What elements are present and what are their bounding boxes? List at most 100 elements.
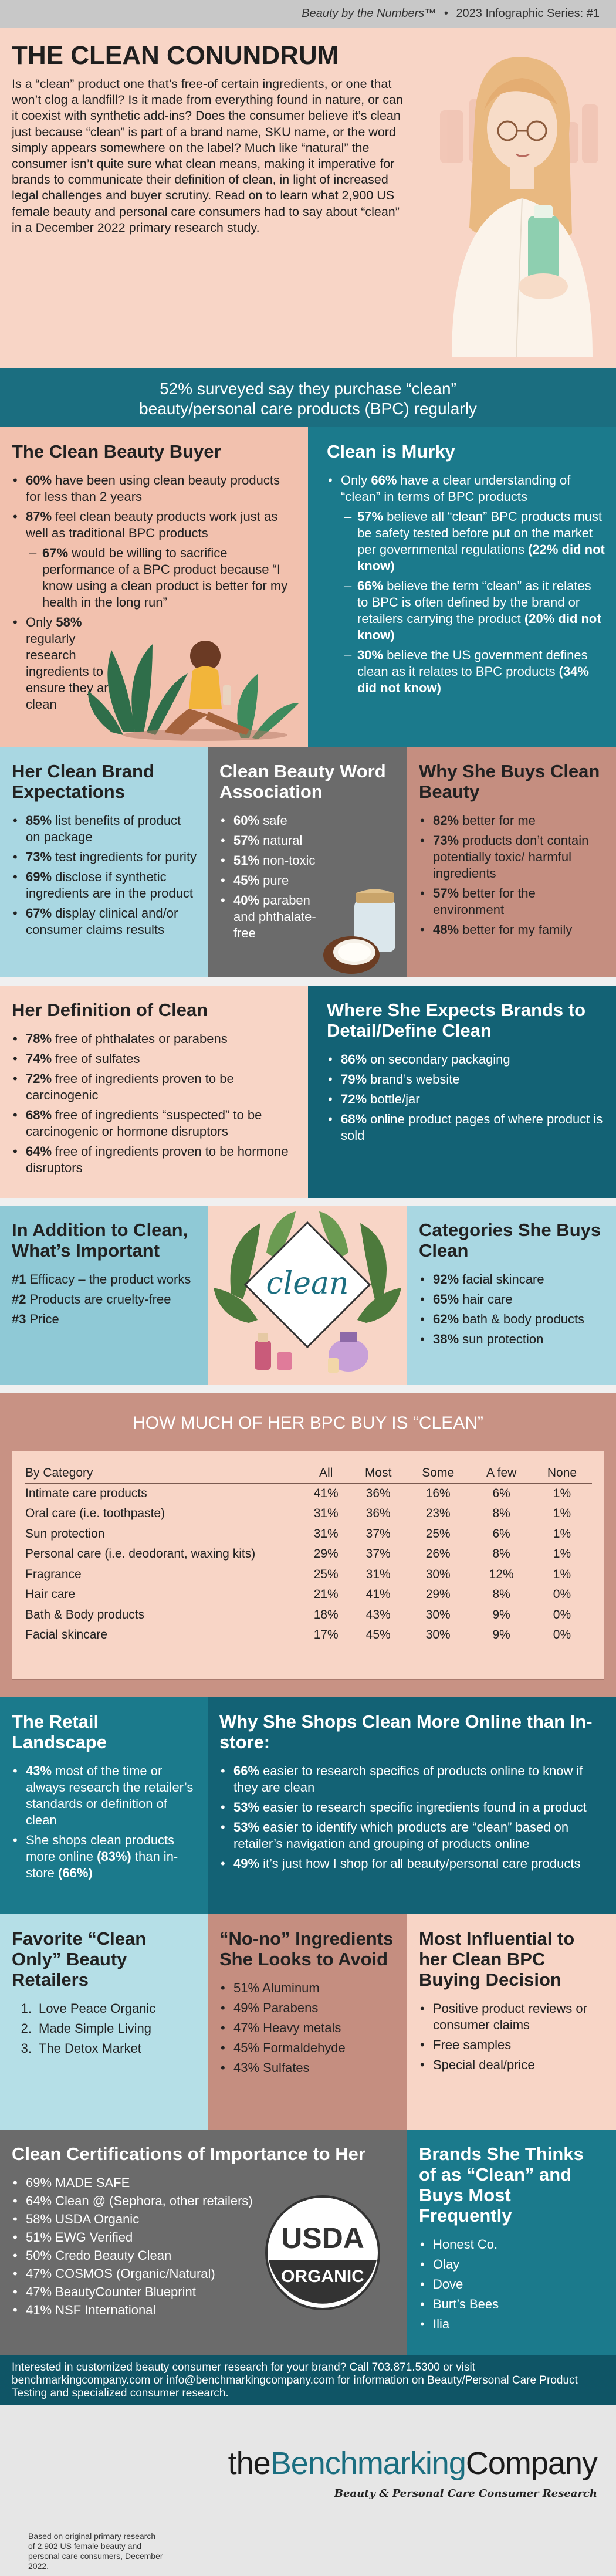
list-item: 68% free of ingredients “suspected” to b…	[12, 1107, 297, 1140]
clean-is-murky-panel: Clean is Murky Only 66% have a clear und…	[308, 427, 616, 747]
list-item: 65% hair care	[419, 1291, 605, 1308]
list-item: Free samples	[419, 2037, 605, 2053]
clean-word: clean	[266, 1266, 348, 1301]
list-item: Only 58% regularly research ingredients …	[12, 614, 123, 713]
list-item: 87% feel clean beauty products work just…	[12, 509, 297, 541]
logo-benchmarking: Benchmarking	[270, 2446, 466, 2481]
percent-cell: 16%	[425, 1487, 451, 1501]
online-vs-instore-panel: Why She Shops Clean More Online than In-…	[208, 1697, 616, 1914]
list-item: 57% believe all “clean” BPC products mus…	[343, 509, 605, 574]
series-name: 2023 Infographic Series: #1	[456, 7, 600, 20]
retail-landscape-panel: The Retail Landscape 43% most of the tim…	[0, 1697, 208, 1914]
list-item: 2. Made Simple Living	[21, 2021, 151, 2036]
list-item: 58% USDA Organic	[12, 2211, 264, 2228]
category-cell: Fragrance	[25, 1567, 82, 1581]
list-item: 72% free of ingredients proven to be car…	[12, 1071, 297, 1103]
list-item: 53% easier to identify which products ar…	[219, 1819, 605, 1852]
table-row: Facial skincare 17% 45% 30% 9% 0%	[25, 1625, 592, 1646]
list-item: 64% Clean @ (Sephora, other retailers)	[12, 2193, 264, 2209]
percent-cell: 0%	[553, 1628, 571, 1642]
percent-cell: 31%	[313, 1526, 339, 1541]
definition-panel: Her Definition of Clean 78% free of phth…	[0, 986, 308, 1198]
logo-the: the	[228, 2446, 271, 2481]
list-item: 66% believe the term “clean” as it relat…	[343, 578, 605, 644]
expectations-section: Her Clean Brand Expectations 85% list be…	[0, 747, 616, 977]
list-item: 82% better for me	[419, 813, 605, 829]
percent-cell: 18%	[313, 1607, 339, 1622]
certifications-panel: Clean Certifications of Importance to He…	[0, 2130, 407, 2355]
list-item: 50% Credo Beauty Clean	[12, 2247, 264, 2264]
series-label: Beauty by the Numbers™ • 2023 Infographi…	[302, 7, 600, 21]
list-item: 1. Love Peace Organic	[21, 2001, 156, 2016]
percent-cell: 8%	[492, 1587, 510, 1602]
percent-cell: 0%	[553, 1607, 571, 1622]
column-header: All	[319, 1465, 333, 1480]
table-container: By Category All Most Some A few None Int…	[12, 1451, 604, 1680]
brand-expectations-panel: Her Clean Brand Expectations 85% list be…	[0, 747, 208, 977]
certifications-title: Clean Certifications of Importance to He…	[12, 2144, 365, 2164]
list-item: 67% would be willing to sacrifice perfor…	[28, 545, 297, 611]
percent-cell: 23%	[425, 1507, 451, 1521]
list-item: 66% easier to research specifics of prod…	[219, 1763, 605, 1796]
list-item: 40% paraben and phthalate-free	[219, 892, 325, 942]
whats-important-panel: In Addition to Clean, What’s Important #…	[0, 1206, 208, 1385]
favorite-retailers-panel: Favorite “Clean Only” Beauty Retailers 1…	[0, 1914, 208, 2130]
list-item: She shops clean products more online (83…	[12, 1832, 197, 1881]
percent-cell: 26%	[425, 1547, 451, 1561]
categories-title: Categories She Buys Clean	[419, 1220, 601, 1261]
clean-beauty-buyer-title: The Clean Beauty Buyer	[12, 441, 221, 462]
list-item: 47% COSMOS (Organic/Natural)	[12, 2266, 264, 2282]
percent-cell: 9%	[492, 1607, 510, 1622]
list-item: Only 66% have a clear understanding of “…	[327, 472, 605, 505]
word-association-panel: Clean Beauty Word Association 60% safe 5…	[208, 747, 407, 977]
percent-cell: 17%	[313, 1628, 339, 1642]
table-header-row: By Category All Most Some A few None	[25, 1463, 592, 1484]
brands-panel: Brands She Thinks of as “Clean” and Buys…	[407, 2130, 616, 2355]
category-cell: Intimate care products	[25, 1487, 147, 1501]
footer: theBenchmarkingCompany Beauty & Personal…	[0, 2405, 616, 2576]
list-item: 68% online product pages of where produc…	[327, 1111, 605, 1144]
table-row: Sun protection 31% 37% 25% 6% 1%	[25, 1524, 592, 1545]
detail-define-title: Where She Expects Brands to Detail/Defin…	[327, 1000, 586, 1041]
list-item: #3 Price	[12, 1312, 59, 1326]
influence-panel: Most Influential to her Clean BPC Buying…	[407, 1914, 616, 2130]
list-item: 72% bottle/jar	[327, 1091, 605, 1108]
percent-cell: 1%	[553, 1547, 571, 1561]
list-item: Special deal/price	[419, 2057, 605, 2073]
category-cell: Personal care (i.e. deodorant, waxing ki…	[25, 1547, 256, 1561]
series-separator: •	[444, 7, 448, 20]
list-item: 49% Parabens	[219, 2000, 397, 2016]
list-item: 45% pure	[219, 872, 325, 889]
category-cell: Hair care	[25, 1587, 76, 1602]
percent-cell: 8%	[492, 1507, 510, 1521]
how-much-clean-section: HOW MUCH OF HER BPC BUY IS “CLEAN” By Ca…	[0, 1393, 616, 1697]
series-title: Beauty by the Numbers™	[302, 7, 436, 20]
intro-section: THE CLEAN CONUNDRUM Is a “clean” product…	[0, 28, 616, 368]
detail-define-panel: Where She Expects Brands to Detail/Defin…	[308, 986, 616, 1198]
percent-cell: 30%	[425, 1607, 451, 1622]
cta-text: Interested in customized beauty consumer…	[12, 2361, 578, 2399]
percent-cell: 36%	[365, 1487, 391, 1501]
list-item: 74% free of sulfates	[12, 1051, 297, 1067]
importance-section: In Addition to Clean, What’s Important #…	[0, 1206, 616, 1385]
percent-cell: 1%	[553, 1487, 571, 1501]
column-header: Some	[422, 1465, 455, 1480]
list-item: 62% bath & body products	[419, 1311, 605, 1328]
definition-title: Her Definition of Clean	[12, 1000, 208, 1020]
usda-organic-seal: USDA ORGANIC	[265, 2195, 380, 2310]
category-cell: Oral care (i.e. toothpaste)	[25, 1507, 165, 1521]
retail-landscape-title: The Retail Landscape	[12, 1711, 107, 1752]
list-item: 47% Heavy metals	[219, 2020, 397, 2036]
categories-panel: Categories She Buys Clean 92% facial ski…	[407, 1206, 616, 1385]
list-item: 43% Sulfates	[219, 2060, 397, 2076]
column-header: A few	[486, 1465, 517, 1480]
list-item: Dove	[419, 2276, 605, 2293]
percent-cell: 31%	[313, 1507, 339, 1521]
table-row: Oral care (i.e. toothpaste) 31% 36% 23% 8% 1%	[25, 1504, 592, 1524]
list-item: Honest Co.	[419, 2236, 605, 2253]
percent-cell: 1%	[553, 1507, 571, 1521]
coconut-jar-illustration	[323, 889, 395, 974]
list-item: 45% Formaldehyde	[219, 2040, 397, 2056]
intro-text: Is a “clean” product one that’s free-of …	[12, 77, 403, 235]
list-item: 51% Aluminum	[219, 1980, 397, 1996]
